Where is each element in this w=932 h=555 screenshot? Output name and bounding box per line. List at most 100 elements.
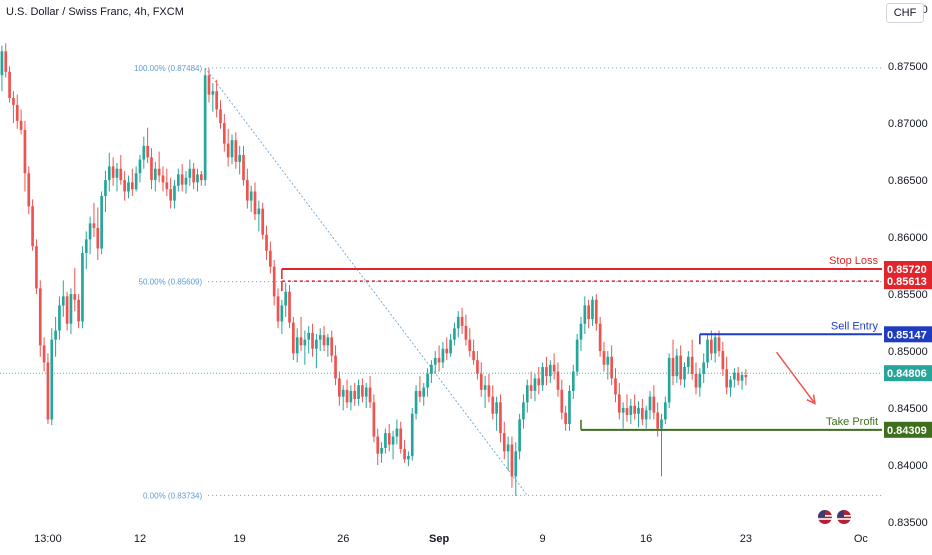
fib-level-label: 100.00% (0.87484): [134, 64, 202, 73]
candle-body: [529, 385, 533, 391]
fib-level-label: 50.00% (0.85609): [139, 278, 203, 287]
candle-body: [73, 294, 77, 300]
candle-body: [311, 332, 314, 349]
candle-body: [598, 323, 602, 352]
candle-body: [54, 330, 57, 340]
candle-body: [203, 75, 207, 181]
x-tick-label: 26: [337, 533, 349, 545]
candle-body: [23, 129, 27, 174]
candle-body: [46, 362, 50, 420]
candle-body: [188, 168, 192, 178]
level-name: Take Profit: [826, 416, 878, 428]
candle-body: [19, 120, 23, 130]
candle-body: [111, 166, 115, 178]
candle-body: [27, 173, 31, 207]
level-price-text: 0.84309: [887, 425, 927, 437]
candle-body: [575, 339, 579, 372]
level-price-tag: [884, 326, 932, 343]
candle-body: [307, 332, 311, 340]
candle-body: [733, 372, 736, 380]
candle-body: [533, 378, 537, 391]
candle-body: [606, 356, 610, 365]
y-tick-label: 0.83500: [888, 517, 928, 529]
candle-body: [361, 385, 364, 397]
candle-body: [288, 291, 291, 323]
candle-body: [38, 288, 42, 346]
candle-body: [234, 140, 238, 162]
candle-body: [127, 182, 130, 192]
candle-body: [8, 71, 11, 99]
candle-body: [395, 428, 399, 437]
candle-body: [242, 155, 245, 181]
candle-body: [334, 355, 337, 379]
candle-body: [134, 173, 138, 190]
candle-body: [31, 206, 34, 247]
candle-body: [341, 389, 345, 397]
candle-body: [230, 140, 234, 158]
candle-body: [61, 296, 65, 306]
candle-body: [345, 389, 349, 403]
candle-body: [88, 223, 92, 240]
candle-body: [338, 378, 341, 397]
currency-button[interactable]: CHF: [886, 3, 924, 23]
candle-body: [226, 143, 230, 158]
candle-body: [545, 367, 548, 377]
level-price-tag: [884, 421, 932, 438]
candle-body: [295, 337, 299, 354]
candle-body: [713, 337, 717, 354]
candle-body: [410, 413, 414, 456]
candle-body: [694, 373, 698, 388]
candle-body: [81, 253, 84, 322]
candle-body: [736, 372, 740, 381]
candle-body: [192, 168, 195, 183]
candle-body: [740, 374, 744, 381]
candle-body: [272, 266, 276, 297]
candle-body: [387, 433, 391, 445]
candle-body: [422, 387, 426, 397]
y-tick-label: 0.85000: [888, 346, 928, 358]
candle-body: [173, 185, 176, 201]
candle-body: [219, 109, 222, 124]
candle-body: [441, 348, 445, 363]
candle-body: [675, 355, 679, 377]
candle-body: [710, 339, 713, 354]
fib-trend-line: [204, 67, 528, 496]
fib-level-label: 0.00% (0.83734): [143, 491, 202, 500]
level-price-text: 0.85147: [887, 329, 927, 341]
candle-body: [96, 227, 100, 249]
candle-body: [238, 155, 242, 162]
candle-body: [380, 447, 383, 454]
candle-body: [679, 355, 683, 380]
candle-body: [414, 390, 418, 414]
candle-body: [706, 339, 709, 363]
candle-body: [50, 339, 54, 420]
candle-body: [744, 374, 748, 378]
candle-body: [667, 357, 671, 403]
candle-body: [648, 396, 652, 411]
axis-layer: 0.880000.875000.870000.865000.860000.855…: [34, 4, 928, 545]
x-tick-label: Oc: [854, 533, 869, 545]
candle-body: [315, 339, 318, 349]
candle-body: [261, 208, 265, 235]
candle-body: [368, 387, 372, 403]
x-tick-label: Sep: [429, 533, 449, 545]
candle-body: [253, 191, 257, 215]
x-tick-label: 23: [740, 533, 752, 545]
candle-body: [35, 246, 38, 289]
x-tick-label: 12: [134, 533, 146, 545]
candle-body: [104, 180, 107, 197]
candle-body: [729, 379, 732, 388]
candle-body: [571, 371, 575, 391]
candle-body: [403, 449, 406, 460]
candle-body: [472, 351, 475, 361]
candle-body: [583, 305, 587, 324]
candle-body: [433, 357, 437, 365]
candle-body: [522, 402, 525, 420]
candle-body: [176, 174, 180, 186]
us-flag-icon: [837, 510, 851, 524]
candle-body: [276, 296, 280, 322]
candle-body: [617, 394, 621, 413]
candle-body: [564, 412, 567, 424]
candle-body: [184, 177, 188, 185]
